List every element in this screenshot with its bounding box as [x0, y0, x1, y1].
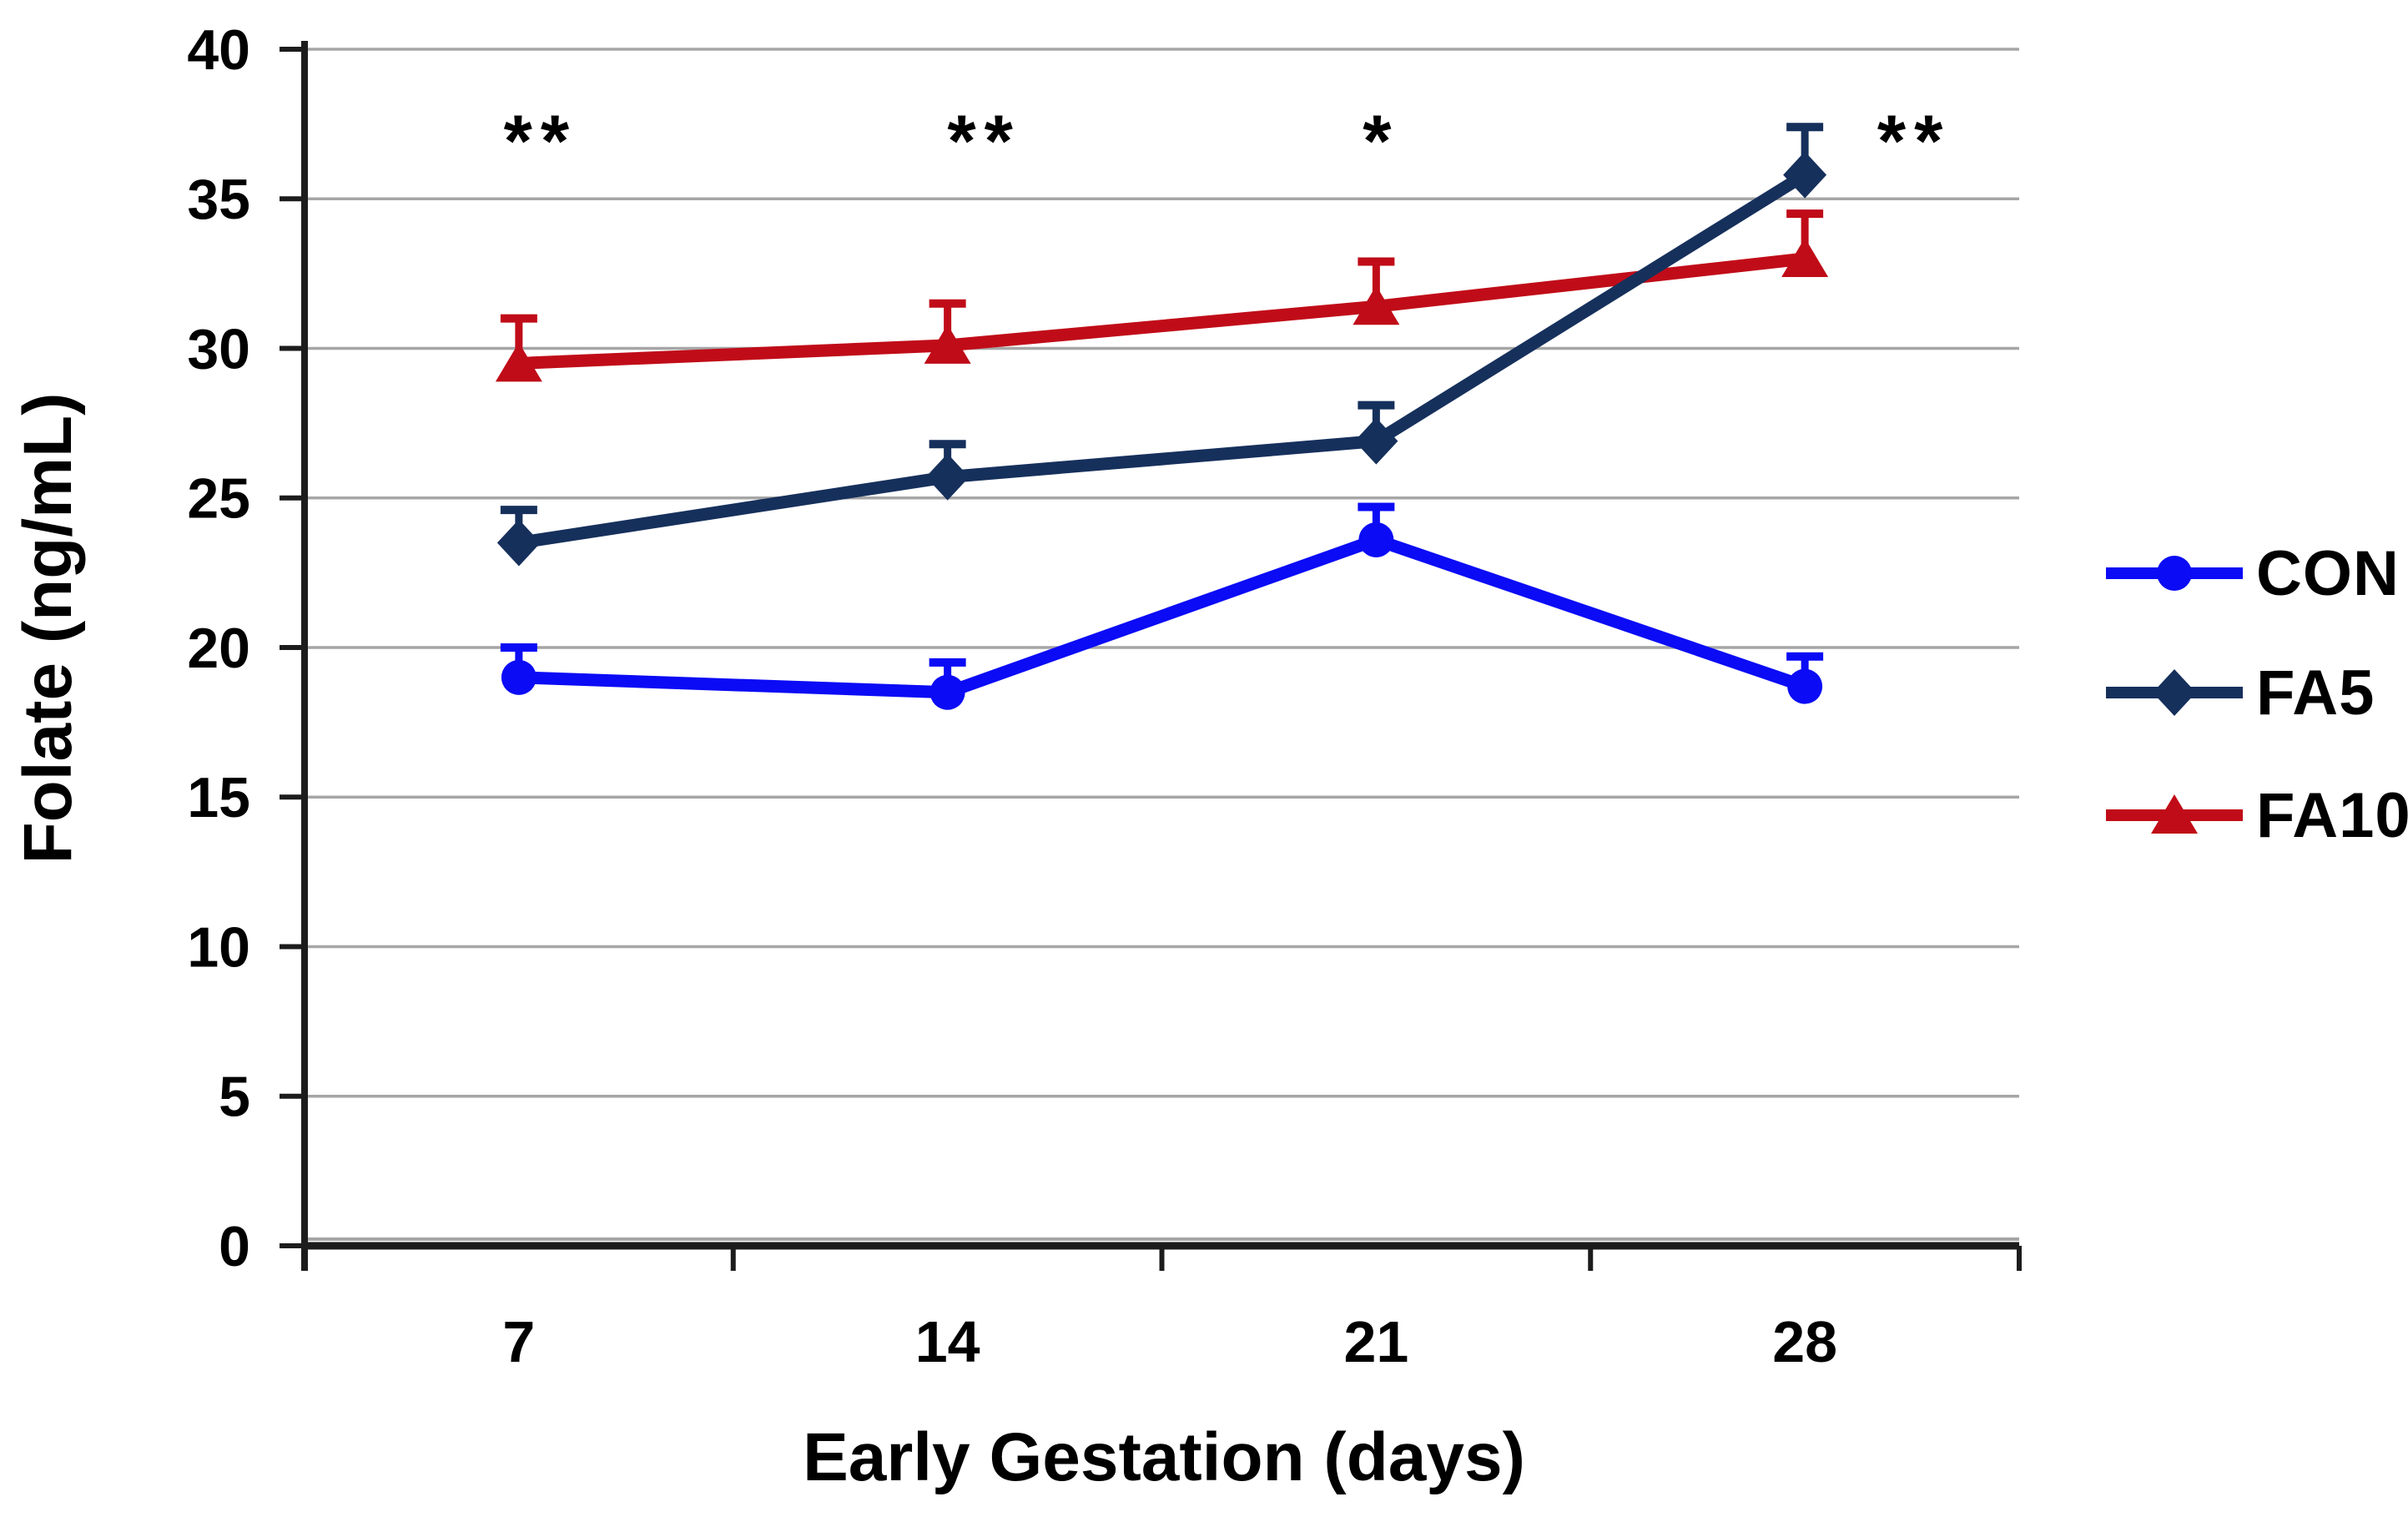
- legend-label: CON: [2256, 537, 2400, 609]
- y-tick-label: 40: [187, 18, 250, 82]
- x-tick-label: 7: [502, 1309, 535, 1374]
- legend-item-fa10: FA10: [2103, 779, 2408, 852]
- series-CON: [500, 502, 1824, 710]
- legend-swatch-marker: [2151, 794, 2198, 834]
- data-point-FA5-14: [925, 453, 970, 501]
- data-point-CON-21: [1358, 522, 1394, 557]
- y-tick-label: 30: [187, 317, 250, 380]
- y-tick-label: 15: [187, 766, 250, 829]
- legend-label: FA5: [2256, 657, 2375, 728]
- y-tick-label: 5: [219, 1066, 250, 1129]
- y-tick-label: 25: [187, 467, 250, 531]
- data-point-FA10-14: [924, 324, 971, 364]
- data-point-FA5-7: [496, 519, 541, 567]
- significance-marker: **: [504, 99, 578, 182]
- series-line-CON: [512, 533, 1811, 699]
- data-point-FA10-7: [495, 342, 542, 382]
- legend-item-con: CON: [2103, 537, 2400, 610]
- y-axis-title: Folate (ng/mL): [10, 392, 86, 864]
- y-tick-label: 20: [187, 617, 250, 680]
- x-tick-label: 14: [915, 1309, 980, 1374]
- series-line-FA5: [512, 169, 1811, 550]
- series-FA10: [495, 209, 1829, 382]
- data-point-CON-14: [929, 674, 965, 710]
- significance-marker: *: [1363, 99, 1399, 182]
- data-point-FA10-21: [1353, 285, 1400, 325]
- legend-label: FA10: [2256, 779, 2408, 851]
- significance-marker: **: [947, 99, 1021, 182]
- legend-swatch-marker: [2157, 556, 2192, 591]
- y-tick-label: 0: [219, 1215, 250, 1278]
- data-point-FA5-28: [1783, 151, 1827, 199]
- x-tick-label: 28: [1772, 1309, 1837, 1374]
- series-FA5: [496, 123, 1827, 567]
- legend-swatch-triangle-icon: [2106, 794, 2243, 834]
- x-tick-label: 21: [1343, 1309, 1408, 1374]
- legend-swatch-diamond-icon: [2106, 669, 2243, 716]
- legend-swatch-marker: [2153, 669, 2196, 716]
- x-axis-title: Early Gestation (days): [803, 1419, 1525, 1495]
- data-point-FA5-21: [1354, 417, 1398, 465]
- legend-item-fa5: FA5: [2103, 656, 2375, 729]
- significance-marker: **: [1877, 99, 1952, 182]
- legend-swatch-circle-icon: [2106, 556, 2243, 591]
- data-point-CON-7: [501, 659, 537, 695]
- data-point-CON-28: [1787, 668, 1823, 704]
- data-point-FA10-28: [1781, 237, 1829, 277]
- series-line-FA10: [512, 252, 1811, 370]
- y-tick-label: 35: [187, 168, 250, 231]
- y-tick-label: 10: [187, 915, 250, 979]
